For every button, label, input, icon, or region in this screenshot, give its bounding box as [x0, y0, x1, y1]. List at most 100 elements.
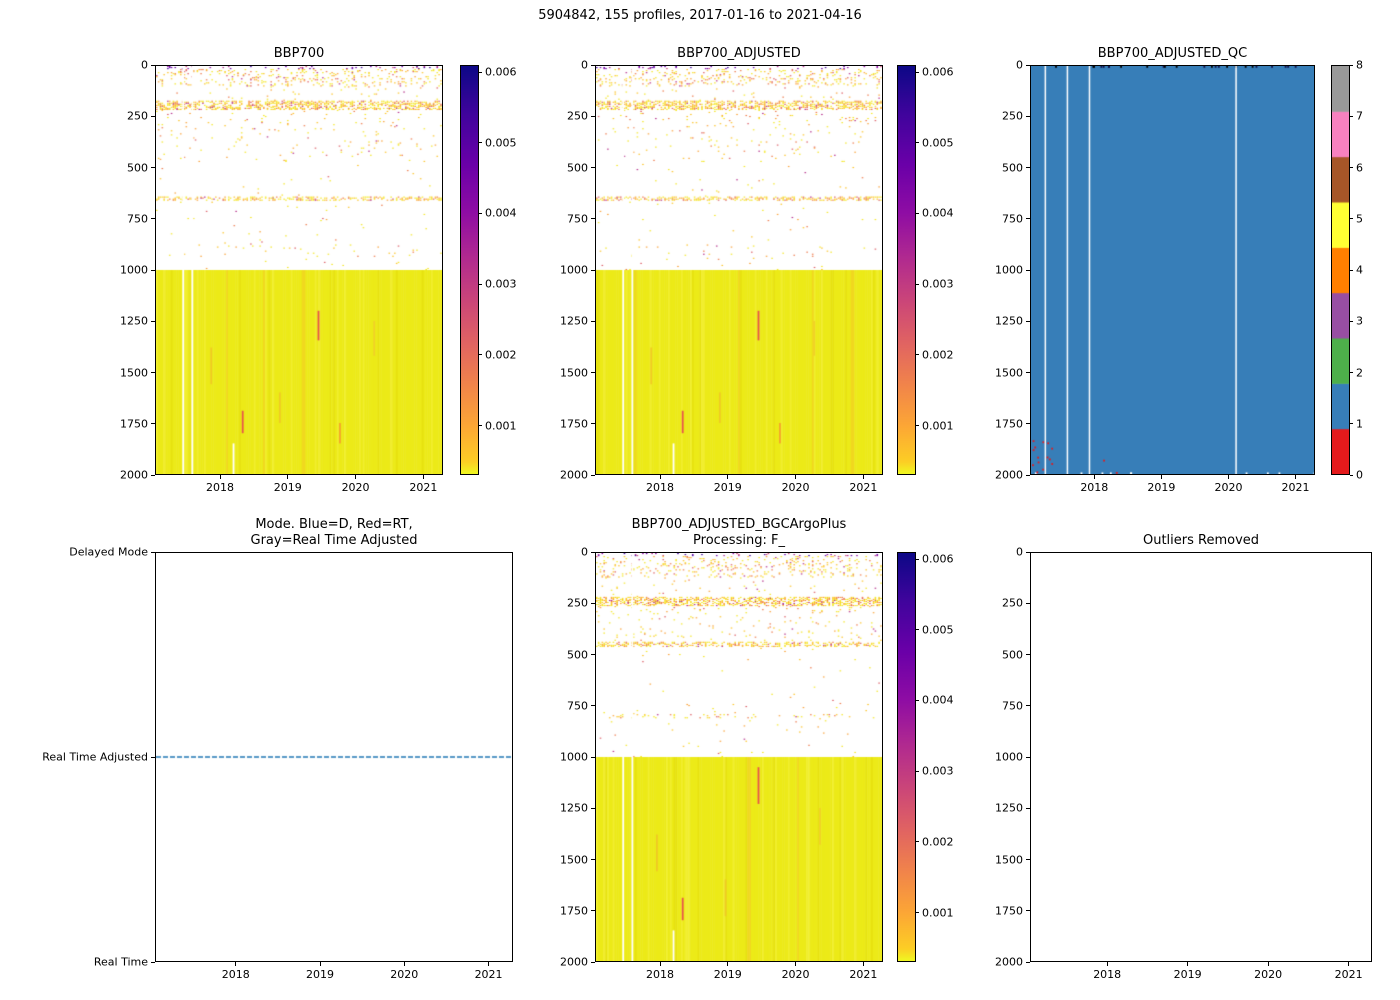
- y-tick-label: 250: [1002, 596, 1023, 610]
- mode-line-canvas: [156, 553, 512, 961]
- tick-mark: [727, 962, 729, 966]
- x-tick-label: 2021: [1281, 481, 1310, 494]
- bbp700-colorbar: [460, 65, 479, 475]
- tick-mark: [422, 475, 424, 479]
- tick-mark: [916, 558, 919, 560]
- y-tick-label: 1250: [995, 801, 1023, 815]
- qc-colorbar: [1331, 65, 1350, 475]
- outliers-canvas: [1031, 553, 1371, 961]
- figure-title: 5904842, 155 profiles, 2017-01-16 to 202…: [538, 8, 862, 23]
- colorbar-tick-label: 0.006: [922, 65, 954, 79]
- colorbar-tick-label: 0.002: [485, 348, 517, 362]
- colorbar-tick-label: 7: [1356, 109, 1363, 123]
- colorbar-tick-label: 0.001: [922, 419, 954, 433]
- y-tick-label: 1250: [560, 801, 588, 815]
- x-tick-label: 2020: [1254, 968, 1283, 981]
- tick-mark: [916, 912, 919, 914]
- tick-mark: [659, 962, 661, 966]
- y-tick-label: 1750: [120, 417, 148, 431]
- subplot-bbp700-adjusted: BBP700_ADJUSTED: [595, 46, 883, 475]
- colorbar-tick-label: 8: [1356, 58, 1363, 72]
- tick-mark: [1026, 807, 1030, 809]
- tick-mark: [1350, 218, 1353, 220]
- x-tick-label: 2021: [474, 968, 503, 981]
- colorbar-tick-label: 2: [1356, 366, 1363, 379]
- tick-mark: [916, 699, 919, 701]
- y-tick-label: Real Time: [93, 955, 148, 969]
- colorbar-tick-label: 0.005: [922, 136, 954, 150]
- tick-mark: [1026, 756, 1030, 758]
- y-tick-label: 1250: [120, 314, 148, 328]
- tick-mark: [591, 910, 595, 912]
- y-tick-label: 1750: [560, 904, 588, 918]
- colorbar-tick-label: 0: [1356, 468, 1363, 482]
- y-tick-label: 0: [581, 58, 588, 72]
- y-tick-label: 1500: [995, 366, 1023, 379]
- tick-mark: [151, 423, 155, 425]
- y-tick-label: 500: [1002, 161, 1023, 174]
- tick-mark: [591, 167, 595, 168]
- y-tick-label: 1500: [560, 853, 588, 866]
- tick-mark: [1026, 474, 1030, 476]
- y-tick-label: 1250: [560, 314, 588, 328]
- tick-mark: [916, 425, 919, 427]
- y-tick-label: 250: [1002, 109, 1023, 123]
- x-tick-label: 2021: [1334, 968, 1363, 981]
- y-tick-label: 1750: [560, 417, 588, 431]
- tick-mark: [659, 475, 661, 479]
- y-tick-label: 500: [1002, 648, 1023, 661]
- tick-mark: [1348, 962, 1350, 966]
- y-tick-label: 750: [1002, 699, 1023, 713]
- tick-mark: [151, 474, 155, 476]
- y-tick-label: 1000: [995, 263, 1023, 277]
- colorbar-tick-label: 0.002: [922, 348, 954, 362]
- tick-mark: [727, 475, 729, 479]
- subplot-bbp700-adjusted-bgcargoplus: BBP700_ADJUSTED_BGCArgoPlus Processing: …: [595, 517, 883, 962]
- colorbar-tick-label: 0.005: [922, 623, 954, 637]
- tick-mark: [151, 756, 155, 758]
- tick-mark: [1187, 962, 1189, 966]
- y-tick-label: 0: [1016, 545, 1023, 559]
- tick-mark: [1026, 269, 1030, 271]
- colorbar-tick-label: 0.003: [922, 277, 954, 291]
- y-tick-label: 250: [127, 109, 148, 123]
- colorbar-tick-label: 5: [1356, 212, 1363, 226]
- bgcargoplus-heatmap-canvas: [596, 553, 882, 961]
- tick-mark: [591, 859, 595, 860]
- tick-mark: [151, 551, 155, 553]
- colorbar-tick-label: 0.002: [922, 835, 954, 849]
- colorbar-tick-label: 3: [1356, 314, 1363, 328]
- tick-mark: [1227, 475, 1229, 479]
- tick-mark: [151, 218, 155, 220]
- tick-mark: [479, 425, 482, 427]
- tick-mark: [916, 71, 919, 73]
- tick-mark: [591, 320, 595, 322]
- tick-mark: [591, 756, 595, 758]
- tick-mark: [862, 475, 864, 479]
- tick-mark: [355, 475, 357, 479]
- tick-mark: [1026, 602, 1030, 604]
- x-tick-label: 2020: [390, 968, 419, 981]
- tick-mark: [1160, 475, 1162, 479]
- y-tick-label: 0: [1016, 58, 1023, 72]
- tick-mark: [1106, 962, 1108, 966]
- tick-mark: [591, 602, 595, 604]
- y-tick-label: 0: [141, 58, 148, 72]
- tick-mark: [591, 64, 595, 66]
- tick-mark: [1350, 372, 1353, 373]
- tick-mark: [1026, 167, 1030, 168]
- bbp700-adjusted-colorbar: [897, 65, 916, 475]
- tick-mark: [591, 807, 595, 809]
- y-tick-label: 0: [581, 545, 588, 559]
- colorbar-tick-label: 0.006: [485, 65, 517, 79]
- tick-mark: [916, 142, 919, 144]
- x-tick-label: 2019: [1147, 481, 1176, 494]
- y-tick-label: 500: [567, 161, 588, 174]
- bbp700-adjusted-qc-heatmap-canvas: [1031, 66, 1314, 474]
- tick-mark: [151, 372, 155, 373]
- x-tick-label: 2019: [273, 481, 302, 494]
- tick-mark: [591, 218, 595, 220]
- tick-mark: [479, 354, 482, 356]
- colorbar-tick-label: 6: [1356, 161, 1363, 174]
- x-tick-label: 2018: [646, 481, 674, 494]
